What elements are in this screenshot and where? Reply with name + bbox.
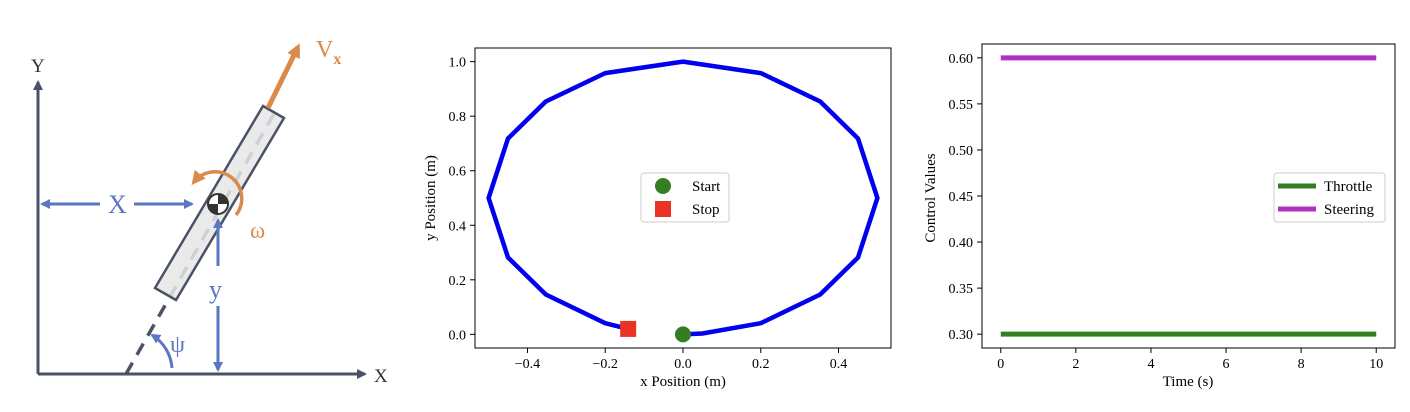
control-legend: Throttle Steering [1273, 172, 1386, 223]
trajectory-x-tick-label: 0.0 [674, 357, 692, 372]
x-axis-letter: X [374, 366, 388, 387]
center-of-mass-icon [207, 193, 229, 215]
control-y-tick-label: 0.50 [949, 144, 974, 159]
legend-stop-label: Stop [692, 202, 720, 218]
control-x-tick-label: 8 [1298, 357, 1305, 372]
stop-marker [620, 320, 637, 337]
control-x-tick-label: 2 [1072, 357, 1079, 372]
trajectory-y-tick-label: 0.8 [449, 110, 467, 125]
control-x-tick-label: 6 [1223, 357, 1230, 372]
trajectory-y-tick-label: 0.6 [449, 165, 467, 180]
control-y-tick-label: 0.45 [949, 190, 974, 205]
control-axis-ticks: 0 2 4 6 8 10 0.30 0.35 0.40 0.45 0.50 0.55 0.60 [949, 52, 1384, 372]
legend-stop-swatch [655, 201, 671, 217]
legend-start-swatch [655, 178, 671, 194]
legend-start-label: Start [692, 179, 721, 195]
trajectory-legend: Start Stop [640, 172, 730, 223]
trajectory-x-tick-label: 0.2 [752, 357, 770, 372]
control-x-tick-label: 10 [1369, 357, 1383, 372]
legend-steering-label: Steering [1324, 202, 1374, 218]
x-distance-label: X [108, 190, 127, 219]
control-y-tick-label: 0.35 [949, 282, 974, 297]
trajectory-axis-ticks: −0.4 −0.2 0.0 0.2 0.4 0.0 0.2 0.4 0.6 0.8 1.0 [449, 56, 848, 372]
trajectory-y-tick-label: 0.0 [449, 328, 467, 343]
yaw-rate-arrow [191, 169, 244, 217]
trajectory-x-tick-label: 0.4 [830, 357, 848, 372]
legend-throttle-label: Throttle [1324, 179, 1373, 195]
trajectory-x-tick-label: −0.4 [515, 357, 540, 372]
y-distance-label: y [209, 275, 222, 304]
yaw-rate-label: ω [250, 218, 265, 243]
heading-angle-label: ψ [170, 332, 185, 358]
heading-angle-arc [150, 333, 174, 369]
control-y-tick-label: 0.40 [949, 236, 974, 251]
velocity-label: Vx [316, 37, 341, 68]
trajectory-y-label: y Position (m) [423, 155, 439, 241]
trajectory-y-tick-label: 1.0 [449, 56, 467, 71]
y-axis-letter: Y [31, 56, 45, 77]
trajectory-chart: −0.4 −0.2 0.0 0.2 0.4 0.0 0.2 0.4 0.6 0.8 1.0 x Po… [423, 47, 892, 390]
trajectory-line [486, 59, 880, 337]
trajectory-y-tick-label: 0.4 [449, 219, 467, 234]
trajectory-x-tick-label: −0.2 [593, 357, 618, 372]
control-x-tick-label: 4 [1147, 357, 1154, 372]
control-x-label: Time (s) [1163, 374, 1214, 390]
control-x-tick-label: 0 [997, 357, 1004, 372]
control-y-tick-label: 0.55 [949, 98, 974, 113]
control-y-label: Control Values [923, 153, 939, 242]
trajectory-y-tick-label: 0.2 [449, 274, 467, 289]
start-marker [675, 326, 691, 343]
velocity-subscript: x [333, 51, 341, 68]
vehicle-kinematics-diagram: Y X Vx ω X y ψ [31, 37, 388, 387]
control-y-tick-label: 0.60 [949, 52, 974, 67]
control-values-chart: 0 2 4 6 8 10 0.30 0.35 0.40 0.45 0.50 0.55 0.60 Time… [923, 43, 1396, 390]
trajectory-x-label: x Position (m) [640, 374, 726, 390]
control-y-tick-label: 0.30 [949, 328, 974, 343]
velocity-arrow [265, 43, 301, 110]
